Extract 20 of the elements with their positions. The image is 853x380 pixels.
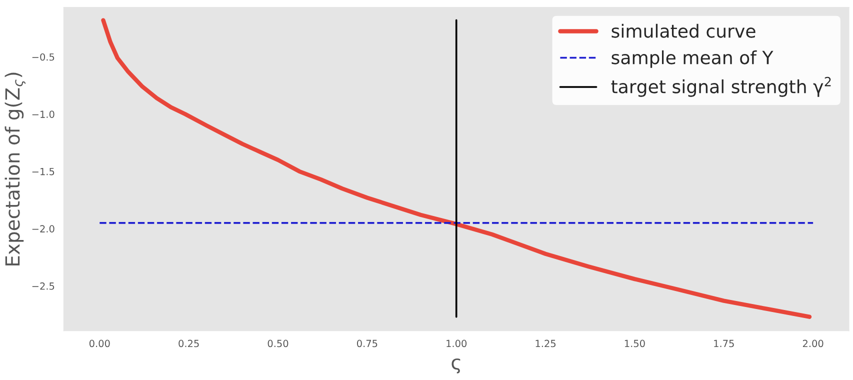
x-tick-label: 1.25 <box>536 340 556 348</box>
x-axis-title: ς <box>452 358 460 374</box>
x-tick-label: 1.75 <box>714 340 734 348</box>
y-tick-label: −1.5 <box>32 168 54 176</box>
y-tick-label: −1.0 <box>32 110 54 118</box>
x-tick-label: 0.75 <box>356 340 378 348</box>
x-tick-label: 1.00 <box>446 340 467 348</box>
x-tick-label: 0.00 <box>89 340 110 348</box>
y-tick-label: −0.5 <box>32 53 54 61</box>
y-axis-title: Expectation of g(Z$_{ς}$) <box>4 72 26 266</box>
legend-label: target signal strength γ$^{2}$ <box>611 76 831 97</box>
legend-label: sample mean of Y <box>612 50 774 68</box>
x-tick-label: 2.00 <box>802 340 824 348</box>
legend-label: simulated curve <box>612 24 756 38</box>
y-tick-label: −2.0 <box>32 225 54 232</box>
x-tick-label: 1.50 <box>624 340 645 348</box>
line-series <box>101 18 812 319</box>
x-tick-label: 0.50 <box>268 340 288 348</box>
y-tick-label: −2.5 <box>32 282 54 290</box>
x-tick-label: 0.25 <box>178 340 199 348</box>
